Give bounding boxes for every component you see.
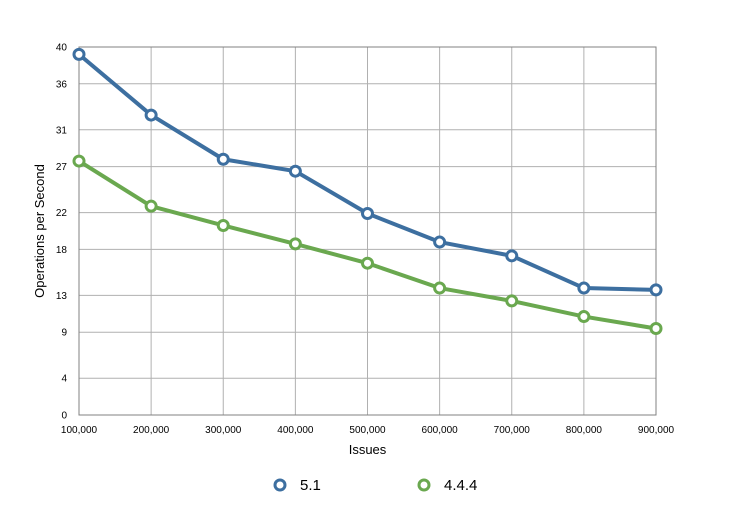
series-group (72, 47, 663, 336)
x-tick-label: 700,000 (494, 425, 531, 436)
data-point (72, 154, 86, 168)
y-tick-label: 0 (61, 411, 67, 422)
grid (78, 46, 657, 416)
y-axis-ticks: 0 4 9 13 18 22 27 31 36 40 (56, 43, 68, 422)
data-point (216, 218, 230, 232)
x-tick-label: 200,000 (133, 425, 170, 436)
x-tick-label: 300,000 (205, 425, 242, 436)
data-point (288, 164, 302, 178)
legend-item: 4.4.4 (417, 477, 477, 494)
x-axis-ticks: 100,000 200,000 300,000 400,000 500,000 600,0… (61, 425, 675, 436)
x-tick-label: 500,000 (349, 425, 386, 436)
y-tick-label: 36 (56, 79, 68, 90)
data-point (505, 294, 519, 308)
data-point (505, 249, 519, 263)
data-point (649, 283, 663, 297)
data-point (144, 199, 158, 213)
y-tick-label: 9 (61, 328, 67, 339)
x-tick-label: 800,000 (566, 425, 603, 436)
data-point (216, 152, 230, 166)
y-tick-label: 13 (56, 291, 68, 302)
data-point (433, 235, 447, 249)
x-axis-title: Issues (349, 442, 387, 457)
data-point (72, 47, 86, 61)
y-tick-label: 4 (61, 374, 67, 385)
y-tick-label: 18 (56, 245, 68, 256)
data-point (361, 207, 374, 221)
legend-marker (273, 478, 287, 492)
data-point (144, 108, 158, 122)
x-tick-label: 900,000 (638, 425, 675, 436)
series-5.1 (72, 47, 663, 297)
legend-item: 5.1 (273, 477, 321, 494)
data-point (577, 281, 591, 295)
y-tick-label: 22 (56, 208, 68, 219)
y-tick-label: 31 (56, 125, 68, 136)
x-tick-label: 600,000 (422, 425, 459, 436)
legend-marker (417, 478, 431, 492)
data-point (288, 237, 302, 251)
legend-label: 4.4.4 (444, 477, 477, 494)
plot-area (78, 46, 657, 416)
series-4.4.4 (72, 154, 663, 336)
x-tick-label: 100,000 (61, 425, 98, 436)
data-point (361, 256, 374, 270)
legend-label: 5.1 (300, 477, 321, 494)
x-tick-label: 400,000 (277, 425, 314, 436)
data-point (433, 281, 447, 295)
data-point (577, 310, 591, 324)
data-point (649, 322, 663, 336)
y-tick-label: 27 (56, 162, 68, 173)
y-axis-title: Operations per Second (32, 164, 47, 298)
legend: 5.1 4.4.4 (273, 477, 477, 494)
y-tick-label: 40 (56, 43, 68, 54)
